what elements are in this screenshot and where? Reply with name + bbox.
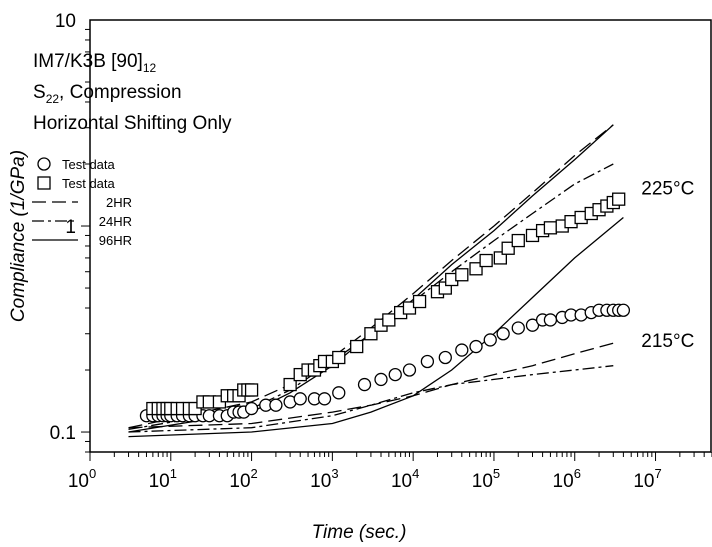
legend-label: Test data (62, 176, 116, 191)
x-tick-label: 104 (391, 466, 419, 492)
y-tick-label: 1 (65, 217, 76, 238)
data-point-square (511, 233, 525, 248)
curve-2hr-225 (128, 124, 614, 429)
data-point-circle (469, 339, 483, 354)
axis-ticks: 100 101 102 103 104 105 106 107 0.1 1 10 (50, 11, 712, 492)
data-point-square (364, 327, 378, 341)
x-tick-label: 106 (553, 466, 581, 492)
data-point-square (543, 221, 558, 235)
data-point-circle (455, 343, 469, 357)
data-point-circle (332, 386, 346, 400)
data-point-square (244, 383, 259, 397)
x-tick-label: 101 (149, 466, 177, 492)
annotation-component: S22, Compression (33, 82, 182, 106)
annotation-loading: , Compression (59, 82, 182, 103)
data-point-square (612, 192, 626, 206)
data-point-circle (269, 398, 283, 412)
model-curves (128, 124, 624, 438)
legend-label: Test data (62, 157, 116, 172)
annotation-component-subscript: 22 (46, 92, 60, 106)
data-point-circle (244, 401, 259, 416)
data-point-square (412, 294, 427, 309)
data-point-circle (511, 321, 525, 335)
test-data-markers (139, 192, 631, 423)
curve-24hr-215 (128, 365, 614, 433)
curve-2hr-215 (128, 342, 614, 429)
annotation-block: IM7/K3B [90]12 S22, Compression Horizont… (33, 51, 232, 134)
data-point-square (350, 339, 364, 354)
legend-symbol-circle (37, 157, 51, 171)
data-point-circle (420, 354, 435, 369)
data-point-circle (483, 333, 497, 347)
legend-label: 2HR (106, 195, 132, 210)
x-tick-label: 105 (472, 466, 500, 492)
plot-frame (89, 19, 712, 453)
data-point-square (479, 253, 493, 268)
x-tick-label: 102 (229, 466, 257, 492)
annotation-method: Horizontal Shifting Only (33, 113, 232, 134)
x-tick-label: 107 (633, 466, 661, 492)
y-tick-label: 10 (55, 11, 76, 32)
data-point-square (493, 251, 507, 265)
data-point-square (469, 262, 483, 276)
x-tick-label: 103 (310, 466, 338, 492)
x-axis-label: Time (sec.) (312, 522, 407, 543)
temperature-label: 215°C (641, 331, 694, 352)
data-point-circle (438, 350, 452, 365)
data-point-square (283, 377, 297, 392)
data-point-square (455, 268, 469, 282)
data-point-square (382, 313, 396, 327)
data-point-circle (525, 318, 540, 332)
y-axis-label: Compliance (1/GPa) (8, 150, 29, 322)
data-point-circle (317, 392, 332, 406)
temperature-label: 225°C (641, 179, 694, 200)
data-point-circle (374, 372, 388, 387)
legend-label: 24HR (99, 214, 132, 229)
data-point-square (332, 350, 346, 365)
x-tick-label: 100 (68, 466, 96, 492)
data-point-circle (402, 363, 417, 377)
curve-24hr-225 (128, 163, 614, 431)
data-point-circle (388, 367, 402, 382)
curve-96hr-215 (128, 216, 624, 438)
data-point-square (501, 241, 515, 255)
annotation-material: IM7/K3B [90]12 (33, 51, 157, 75)
data-point-circle (293, 392, 307, 406)
data-point-circle (496, 327, 510, 341)
temperature-labels: 225°C 215°C (641, 179, 694, 353)
y-tick-label: 0.1 (50, 423, 76, 444)
annotation-material-subscript: 12 (143, 61, 157, 75)
legend: Test data Test data 2HR 24HR 96HR (32, 157, 132, 248)
data-point-circle (616, 303, 631, 317)
data-point-circle (357, 377, 372, 392)
legend-label: 96HR (99, 233, 132, 248)
data-point-circle (543, 313, 558, 327)
legend-symbol-square (37, 176, 51, 190)
